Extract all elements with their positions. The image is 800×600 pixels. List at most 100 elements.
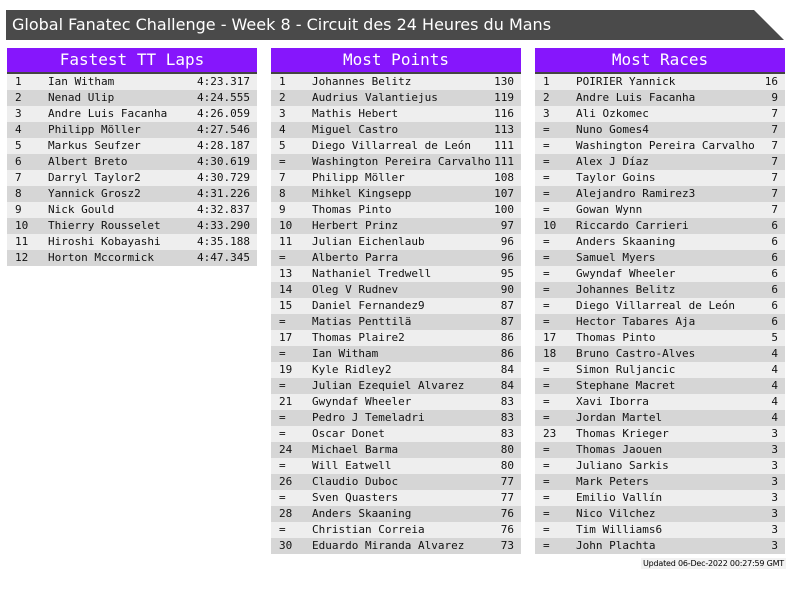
value-cell: 84	[500, 363, 514, 376]
value-cell: 3	[771, 427, 778, 440]
table-row: 1 POIRIER Yannick 16	[535, 74, 785, 90]
rank-cell: 3	[543, 107, 550, 120]
panel-header: Most Points	[271, 48, 521, 74]
table-row: 24 Michael Barma 80	[271, 442, 521, 458]
table-row: = Diego Villarreal de León 6	[535, 298, 785, 314]
value-cell: 4:30.729	[197, 171, 250, 184]
value-cell: 4:31.226	[197, 187, 250, 200]
table-row: = Mark Peters 3	[535, 474, 785, 490]
driver-name-cell: Pedro J Temeladri	[312, 411, 425, 424]
driver-name-cell: Andre Luis Facanha	[48, 107, 168, 120]
table-row: = Thomas Jaouen 3	[535, 442, 785, 458]
rank-cell: 5	[15, 139, 22, 152]
value-cell: 76	[500, 523, 514, 536]
value-cell: 4:33.290	[197, 219, 250, 232]
driver-name-cell: Hector Tabares Aja	[576, 315, 696, 328]
table-row: = Taylor Goins 7	[535, 170, 785, 186]
value-cell: 107	[494, 187, 514, 200]
driver-name-cell: Johannes Belitz	[576, 283, 676, 296]
rank-cell: 1	[15, 75, 22, 88]
rank-cell: 1	[543, 75, 550, 88]
rank-cell: 26	[279, 475, 293, 488]
rank-cell: 17	[543, 331, 557, 344]
rank-cell: =	[543, 539, 550, 552]
table-row: 5 Markus Seufzer 4:28.187	[7, 138, 257, 154]
table-row: = Nuno Gomes4 7	[535, 122, 785, 138]
rank-cell: 30	[279, 539, 293, 552]
table-row: = Nico Vilchez 3	[535, 506, 785, 522]
rank-cell: =	[543, 395, 550, 408]
rank-cell: =	[279, 427, 286, 440]
value-cell: 113	[494, 123, 514, 136]
rank-cell: 28	[279, 507, 293, 520]
value-cell: 90	[500, 283, 514, 296]
page-title: Global Fanatec Challenge - Week 8 - Circ…	[6, 10, 784, 40]
driver-name-cell: Alejandro Ramirez3	[576, 187, 696, 200]
rank-cell: 1	[279, 75, 286, 88]
table-row: = Alberto Parra 96	[271, 250, 521, 266]
table-row: 2 Audrius Valantiejus 119	[271, 90, 521, 106]
fastest-laps-table: 1 Ian Witham 4:23.317 2 Nenad Ulip 4:24.555 3 A…	[7, 74, 257, 266]
table-row: 1 Johannes Belitz 130	[271, 74, 521, 90]
rank-cell: 19	[279, 363, 293, 376]
rank-cell: =	[543, 155, 550, 168]
table-row: 1 Ian Witham 4:23.317	[7, 74, 257, 90]
driver-name-cell: Sven Quasters	[312, 491, 399, 504]
driver-name-cell: Diego Villarreal de León	[312, 139, 471, 152]
value-cell: 7	[771, 107, 778, 120]
driver-name-cell: Nathaniel Tredwell	[312, 267, 432, 280]
table-row: = Emilio Vallín 3	[535, 490, 785, 506]
driver-name-cell: Andre Luis Facanha	[576, 91, 696, 104]
value-cell: 111	[494, 139, 514, 152]
driver-name-cell: Mark Peters	[576, 475, 649, 488]
driver-name-cell: Stephane Macret	[576, 379, 676, 392]
table-row: 19 Kyle Ridley2 84	[271, 362, 521, 378]
value-cell: 95	[500, 267, 514, 280]
fastest-tt-laps-panel: Fastest TT Laps 1 Ian Witham 4:23.317 2 Nena…	[7, 48, 257, 266]
rank-cell: =	[543, 443, 550, 456]
value-cell: 83	[500, 427, 514, 440]
table-row: = Washington Pereira Carvalho 7	[535, 138, 785, 154]
value-cell: 3	[771, 491, 778, 504]
table-row: = Simon Ruljancic 4	[535, 362, 785, 378]
driver-name-cell: Juliano Sarkis	[576, 459, 669, 472]
table-row: 17 Thomas Pinto 5	[535, 330, 785, 346]
table-row: = Julian Ezequiel Alvarez 84	[271, 378, 521, 394]
rank-cell: =	[279, 379, 286, 392]
table-row: 12 Horton Mccormick 4:47.345	[7, 250, 257, 266]
value-cell: 7	[771, 203, 778, 216]
rank-cell: 15	[279, 299, 293, 312]
rank-cell: =	[279, 523, 286, 536]
rank-cell: =	[543, 123, 550, 136]
driver-name-cell: Gwyndaf Wheeler	[576, 267, 676, 280]
rank-cell: =	[543, 267, 550, 280]
value-cell: 83	[500, 395, 514, 408]
table-row: = Washington Pereira Carvalho 111	[271, 154, 521, 170]
table-row: 3 Ali Ozkomec 7	[535, 106, 785, 122]
table-row: 7 Darryl Taylor2 4:30.729	[7, 170, 257, 186]
rank-cell: =	[543, 315, 550, 328]
driver-name-cell: Thomas Plaire2	[312, 331, 405, 344]
value-cell: 4:28.187	[197, 139, 250, 152]
value-cell: 4	[771, 395, 778, 408]
rank-cell: 3	[279, 107, 286, 120]
value-cell: 87	[500, 315, 514, 328]
table-row: = Ian Witham 86	[271, 346, 521, 362]
driver-name-cell: Nico Vilchez	[576, 507, 656, 520]
value-cell: 16	[764, 75, 778, 88]
driver-name-cell: Tim Williams6	[576, 523, 663, 536]
table-row: = Gwyndaf Wheeler 6	[535, 266, 785, 282]
value-cell: 4	[771, 411, 778, 424]
driver-name-cell: Claudio Duboc	[312, 475, 399, 488]
rank-cell: 4	[279, 123, 286, 136]
table-row: = Hector Tabares Aja 6	[535, 314, 785, 330]
driver-name-cell: Hiroshi Kobayashi	[48, 235, 161, 248]
driver-name-cell: Thomas Pinto	[312, 203, 392, 216]
table-row: 23 Thomas Krieger 3	[535, 426, 785, 442]
rank-cell: =	[543, 283, 550, 296]
value-cell: 4	[771, 379, 778, 392]
value-cell: 3	[771, 523, 778, 536]
value-cell: 7	[771, 139, 778, 152]
value-cell: 5	[771, 331, 778, 344]
table-row: = Will Eatwell 80	[271, 458, 521, 474]
